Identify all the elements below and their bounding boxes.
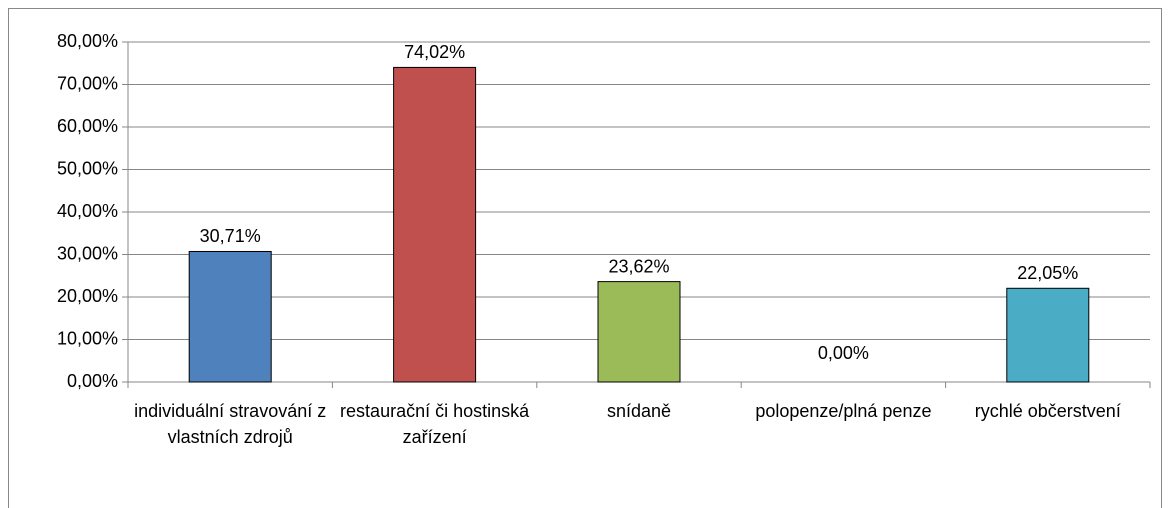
y-tick-label: 0,00% — [67, 371, 118, 391]
data-label: 30,71% — [200, 226, 261, 246]
bar — [1006, 287, 1090, 383]
x-tick-label: rychlé občerstvení — [974, 401, 1121, 421]
y-tick-label: 40,00% — [57, 201, 118, 221]
bar — [597, 281, 681, 383]
x-tick-label: snídaně — [606, 401, 672, 421]
bar — [393, 66, 477, 383]
bar — [188, 250, 272, 383]
y-tick-label: 10,00% — [57, 328, 118, 348]
y-tick-label: 20,00% — [57, 286, 118, 306]
y-tick-label: 80,00% — [57, 31, 118, 51]
x-tick-label: restaurační či hostinská zařízení — [340, 401, 530, 447]
y-tick-label: 60,00% — [57, 116, 118, 136]
y-tick-label: 30,00% — [57, 243, 118, 263]
data-label: 0,00% — [818, 343, 869, 363]
data-label: 74,02% — [404, 42, 465, 62]
chart-border — [8, 8, 1162, 508]
x-tick-label: polopenze/plná penze — [755, 401, 932, 421]
y-tick-label: 50,00% — [57, 158, 118, 178]
y-tick-label: 70,00% — [57, 73, 118, 93]
data-label: 23,62% — [608, 256, 669, 276]
x-tick-label: individuální stravování z vlastních zdro… — [134, 401, 327, 447]
data-label: 22,05% — [1017, 263, 1078, 283]
